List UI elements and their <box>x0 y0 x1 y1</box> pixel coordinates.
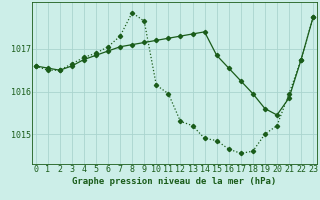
X-axis label: Graphe pression niveau de la mer (hPa): Graphe pression niveau de la mer (hPa) <box>72 177 276 186</box>
